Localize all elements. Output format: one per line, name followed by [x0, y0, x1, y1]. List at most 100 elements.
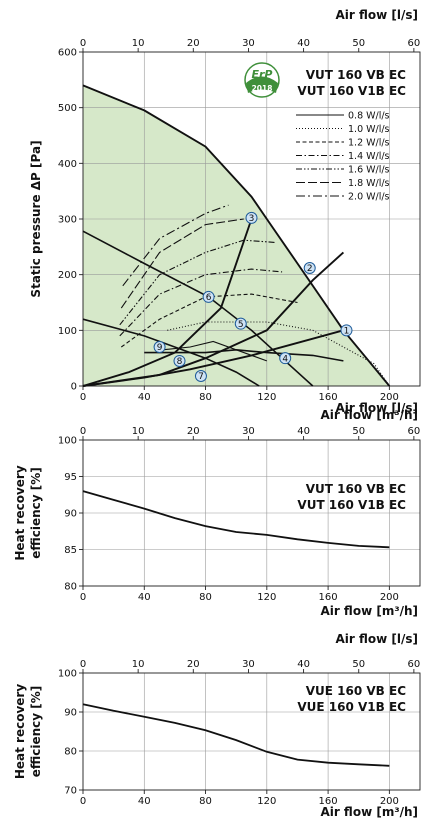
- operating-point-marker: [340, 324, 353, 337]
- operating-point-marker: [303, 261, 316, 274]
- efficiency-curve: [167, 321, 390, 387]
- y-axis-title: Static pressure ΔP [Pa]: [29, 140, 43, 297]
- model-name: VUT 160 V1B EC: [297, 84, 406, 98]
- legend-label: 1.0 W/l/s: [348, 124, 390, 135]
- y-tick-label: 200: [58, 270, 77, 281]
- x-tick-label: 0: [80, 796, 86, 807]
- efficiency-curve: [122, 204, 229, 287]
- operating-point-label: 6: [206, 293, 212, 303]
- x2-tick-label: 0: [80, 38, 86, 49]
- y-tick-label: 600: [58, 48, 77, 59]
- operating-point-label: 3: [249, 214, 255, 224]
- legend-label: 0.8 W/l/s: [348, 111, 390, 122]
- y-tick-label: 100: [58, 436, 77, 447]
- operating-point-label: 7: [198, 372, 204, 382]
- vue-efficiency-chart: 0 40 80 120 160 200 0 10 20 30 40 50 60 70 80 90 100 Air …: [13, 632, 421, 819]
- y-tick-label: 100: [58, 669, 77, 680]
- y-tick-label: 80: [64, 747, 77, 758]
- x2-tick-label: 40: [297, 38, 310, 49]
- badge-band: [246, 76, 278, 93]
- y-tick-label: 0: [71, 382, 77, 393]
- y-tick-label: 500: [58, 103, 77, 114]
- operating-point: 7: [194, 369, 207, 382]
- operating-point-marker: [234, 317, 247, 330]
- x-tick-label: 120: [257, 592, 276, 603]
- x2-tick-label: 50: [352, 38, 365, 49]
- y-tick-label: 100: [58, 326, 77, 337]
- x2-tick-label: 0: [80, 426, 86, 437]
- fan-curve: [82, 329, 344, 387]
- x-tick-label: 200: [380, 592, 399, 603]
- x-tick-label: 200: [380, 392, 399, 403]
- operating-point-label: 9: [157, 343, 163, 353]
- y-tick-label: 90: [64, 509, 77, 520]
- x-tick-label: 120: [257, 392, 276, 403]
- x2-axis-title: Air flow [l/s]: [335, 632, 418, 646]
- operating-point-marker: [173, 354, 186, 367]
- x-axis-title: Air flow [m³/h]: [320, 408, 418, 422]
- erp-badge: ErP 2018: [244, 62, 280, 98]
- x2-axis-title: Air flow [l/s]: [335, 401, 418, 415]
- y-tick-label: 70: [64, 786, 77, 797]
- x2-tick-label: 60: [408, 659, 421, 670]
- operating-point-marker: [194, 369, 207, 382]
- fan-curve: [82, 84, 391, 387]
- legend-label: 1.2 W/l/s: [348, 138, 390, 149]
- operating-point: 4: [279, 352, 292, 364]
- operating-area: [83, 85, 390, 387]
- model-name: VUT 160 VB EC: [306, 482, 406, 496]
- y-tick-label: 85: [64, 545, 77, 556]
- fan-curve: [82, 218, 253, 387]
- y-tick-label: 80: [64, 582, 77, 593]
- model-name: VUT 160 VB EC: [306, 68, 406, 82]
- x-tick-label: 80: [199, 796, 212, 807]
- operating-point-marker: [245, 211, 258, 224]
- efficiency-curve: [120, 218, 244, 309]
- y-axis-title-line2: efficiency [%]: [29, 686, 43, 778]
- x-axis-title: Air flow [m³/h]: [320, 604, 418, 618]
- x2-tick-label: 30: [242, 659, 255, 670]
- operating-point: 5: [234, 317, 247, 330]
- x2-tick-label: 20: [187, 38, 200, 49]
- operating-point-label: 8: [177, 357, 183, 367]
- x-tick-label: 0: [80, 592, 86, 603]
- x2-tick-label: 0: [80, 659, 86, 670]
- y-tick-label: 300: [58, 215, 77, 226]
- operating-point-label: 4: [282, 354, 288, 364]
- x2-tick-label: 40: [297, 426, 310, 437]
- badge-year-text: 2018: [252, 84, 273, 93]
- plot-frame: [82, 672, 421, 791]
- system-curve: [144, 348, 344, 362]
- vut-efficiency-chart: 0 40 80 120 160 200 0 10 20 30 40 50 60 80 85 90 95 100 Ai…: [13, 401, 421, 618]
- x-tick-label: 80: [199, 392, 212, 403]
- efficiency-line: [82, 703, 390, 767]
- efficiency-curve: [119, 268, 283, 337]
- operating-point: 2: [303, 261, 316, 274]
- operating-point: 6: [202, 290, 215, 303]
- efficiency-curve: [162, 340, 267, 362]
- efficiency-curve: [119, 239, 275, 326]
- operating-point-label: 1: [344, 327, 350, 337]
- x-tick-label: 200: [380, 796, 399, 807]
- y-tick-label: 400: [58, 159, 77, 170]
- x2-tick-label: 40: [297, 659, 310, 670]
- x2-tick-label: 60: [408, 38, 421, 49]
- operating-point-marker: [153, 341, 166, 354]
- legend-label: 2.0 W/l/s: [348, 192, 390, 203]
- x-tick-label: 40: [138, 592, 151, 603]
- x2-tick-label: 60: [408, 426, 421, 437]
- x-tick-label: 160: [319, 592, 338, 603]
- x2-tick-label: 20: [187, 426, 200, 437]
- x-tick-label: 40: [138, 392, 151, 403]
- x-tick-label: 0: [80, 392, 86, 403]
- model-name: VUT 160 V1B EC: [297, 498, 406, 512]
- x2-tick-label: 10: [132, 426, 145, 437]
- badge-top-text: ErP: [251, 68, 272, 81]
- x-axis-title: Air flow [m³/h]: [320, 805, 418, 819]
- y-tick-label: 90: [64, 708, 77, 719]
- model-name: VUE 160 VB EC: [306, 684, 406, 698]
- x2-tick-label: 30: [242, 426, 255, 437]
- x2-tick-label: 30: [242, 38, 255, 49]
